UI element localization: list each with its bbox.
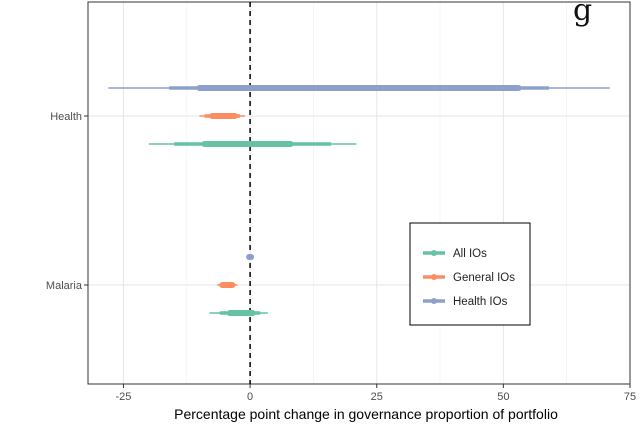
x-tick-label: 25 [371,391,383,403]
point-estimate [221,113,228,119]
legend-key-point [431,274,437,280]
interval-general-ios-malaria [217,282,238,288]
interval-health-ios-health [108,85,610,91]
legend-label: Health IOs [453,296,508,308]
y-tick-label: Malaria [46,280,83,292]
legend-label: All IOs [453,248,487,260]
x-axis-title: Percentage point change in governance pr… [174,406,558,422]
legend-key-point [431,298,437,304]
x-axis-tick-labels: -25 0 25 50 75 [116,384,636,403]
y-tick-label: Health [50,111,82,123]
point-estimate [224,282,231,288]
clipped-header-text: g [573,0,592,28]
legend-label: General IOs [453,272,515,284]
point-estimate [239,310,246,316]
legend-key-point [431,250,437,256]
point-estimate [247,254,254,260]
plot-panel-border [87,1,631,385]
legend-item: Health IOs [423,296,508,308]
interval-marks [108,85,610,316]
x-tick-label: -25 [116,391,132,403]
legend-item: All IOs [423,248,487,260]
grid [88,2,631,384]
point-estimate [249,141,256,147]
y-axis-labels: Health Malaria [46,111,88,292]
legend-item: General IOs [423,272,515,284]
point-estimate [356,85,362,91]
interval-all-ios-malaria [209,310,268,316]
interval-general-ios-health [199,113,246,119]
legend-box [409,222,531,326]
x-tick-label: 75 [624,391,636,403]
x-tick-label: 50 [497,391,509,403]
interval-all-ios-health [148,141,357,147]
legend: All IOs General IOs Health IOs [409,222,531,326]
x-tick-label: 0 [247,391,253,403]
interval-health-ios-malaria [246,254,255,260]
